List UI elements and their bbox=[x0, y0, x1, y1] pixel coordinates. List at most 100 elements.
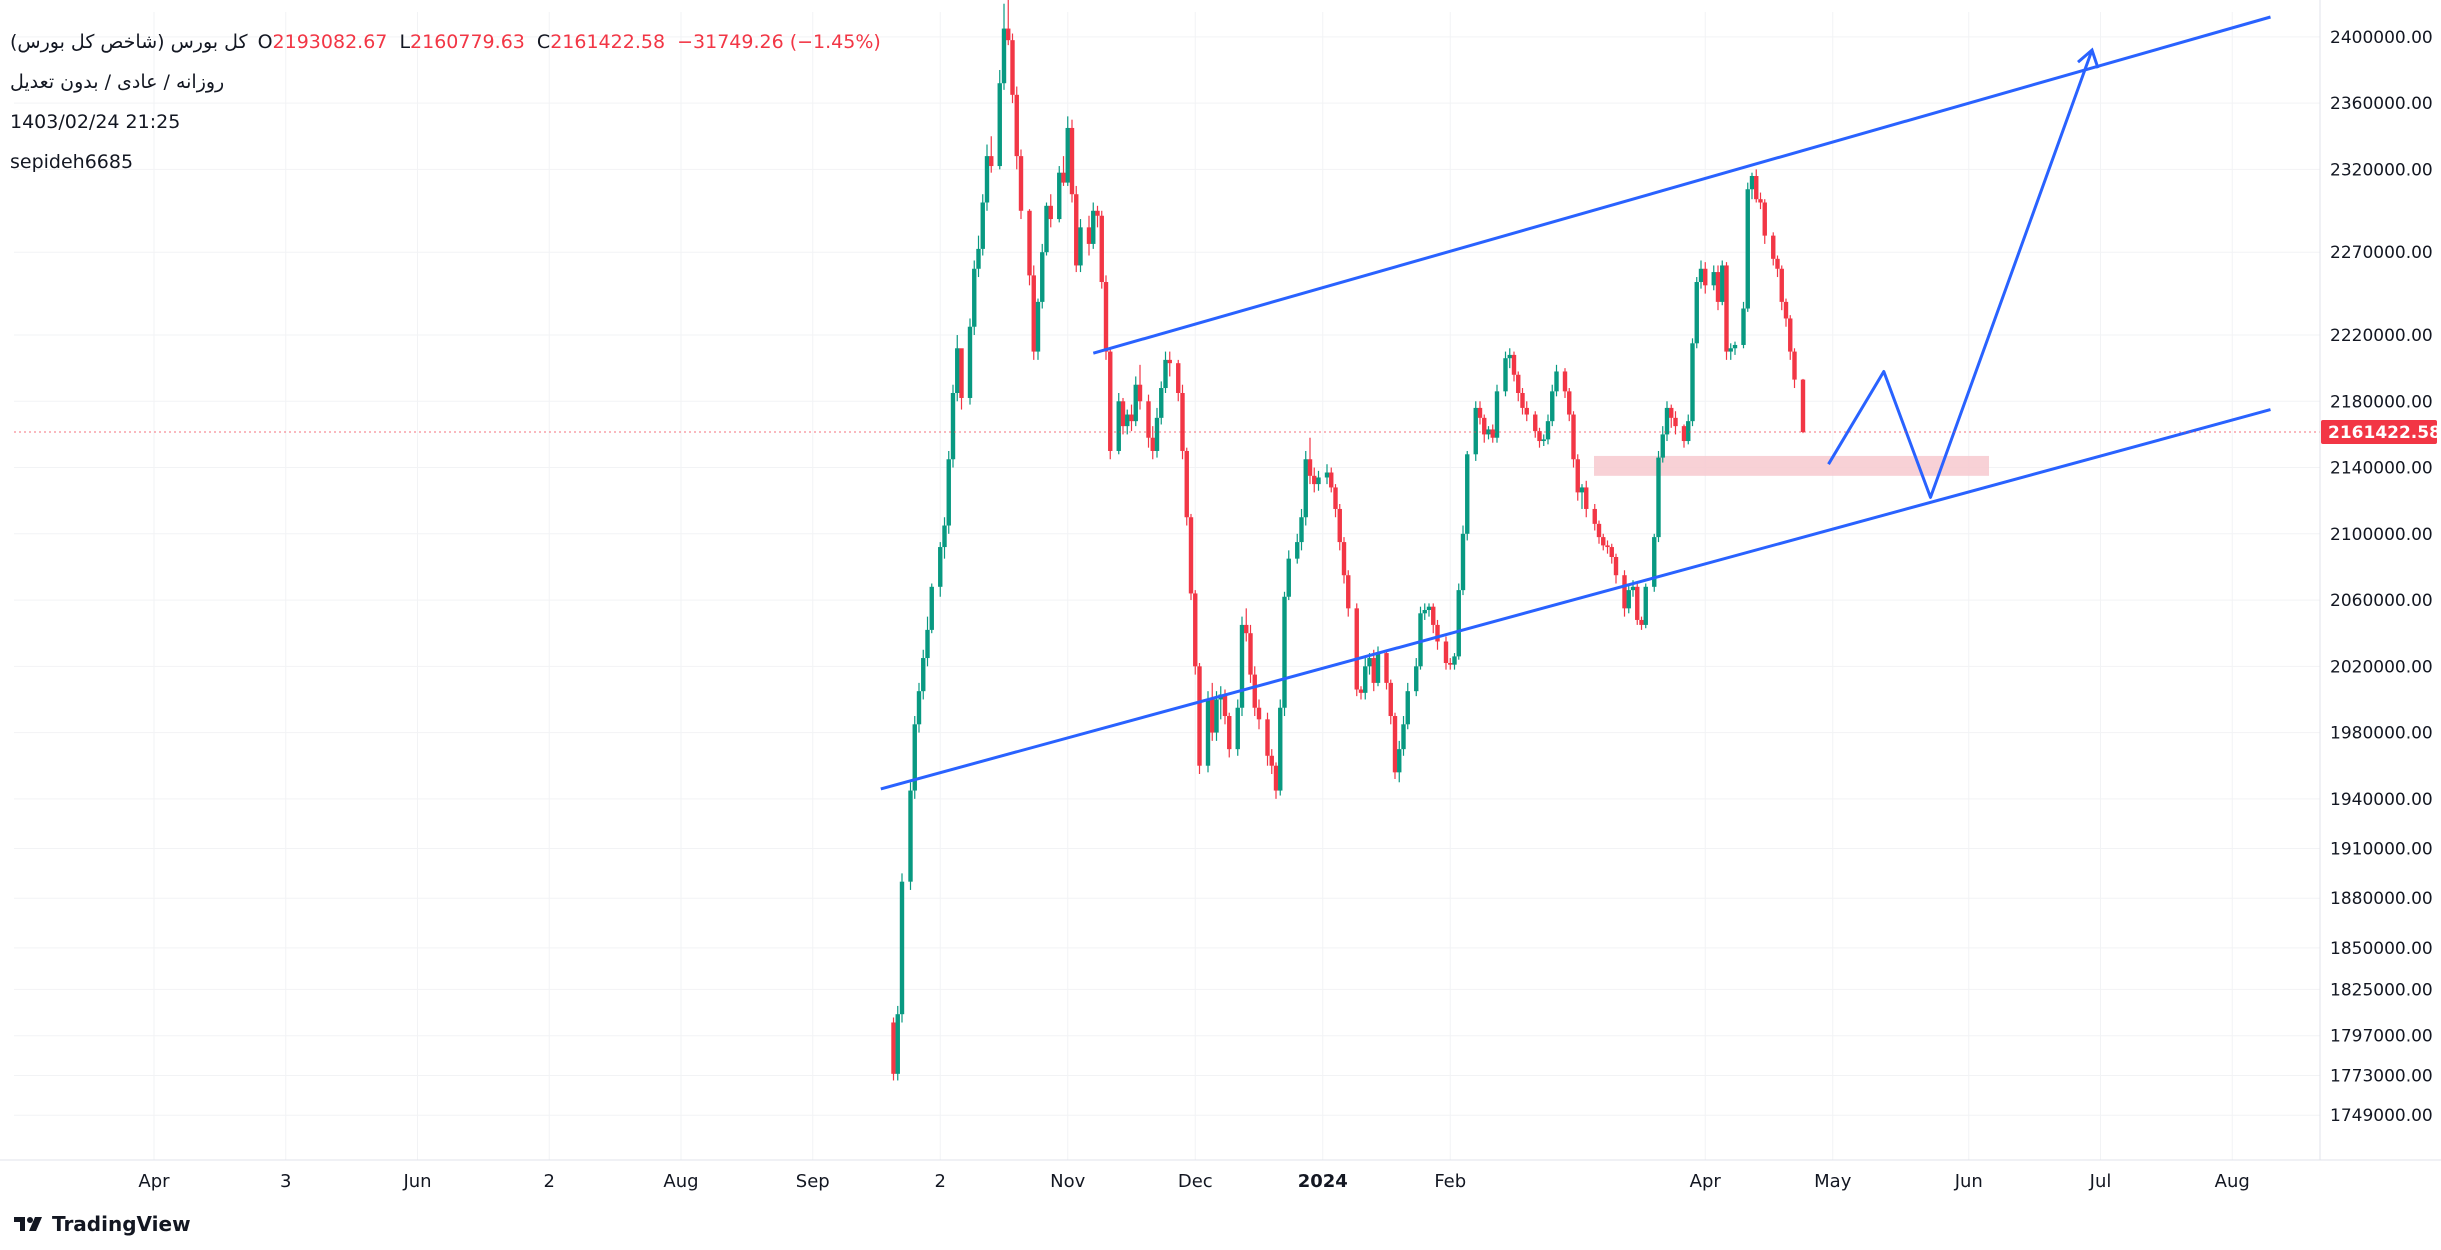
candle-body bbox=[1426, 606, 1432, 611]
candle-body bbox=[1562, 371, 1568, 392]
candle bbox=[1307, 437, 1313, 485]
candle bbox=[1507, 348, 1512, 369]
candle-body bbox=[1516, 374, 1521, 393]
candle-body bbox=[1754, 175, 1759, 200]
candle bbox=[1643, 583, 1648, 629]
candle bbox=[1061, 156, 1066, 186]
price-tick-label: 1940000.00 bbox=[2330, 790, 2433, 810]
candle bbox=[1057, 166, 1062, 223]
candle-body bbox=[938, 547, 943, 587]
candle bbox=[1758, 192, 1763, 210]
candle bbox=[1337, 503, 1342, 551]
candle-body bbox=[1329, 472, 1334, 488]
candle-body bbox=[1401, 724, 1406, 750]
candle bbox=[1401, 716, 1406, 756]
candle-body bbox=[1762, 202, 1767, 236]
candle bbox=[1159, 381, 1164, 425]
candle bbox=[1044, 202, 1049, 256]
candle-body bbox=[1120, 401, 1126, 427]
candle bbox=[1286, 550, 1291, 601]
time-axis: Apr 3 Jun 2 Aug Sep 2 Nov Dec 2024 Feb Apr May Jun Jul… bbox=[0, 1159, 2441, 1192]
candle-body bbox=[1095, 210, 1100, 216]
candle bbox=[1465, 450, 1470, 541]
candle bbox=[1575, 454, 1580, 501]
candle-body bbox=[916, 691, 922, 725]
price-tick-label: 1797000.00 bbox=[2330, 1027, 2433, 1047]
candle bbox=[1086, 215, 1092, 256]
candle-body bbox=[984, 156, 990, 203]
candle-body bbox=[1312, 475, 1317, 485]
candle bbox=[1694, 277, 1699, 349]
candle-body bbox=[1210, 699, 1215, 733]
price-tick-label: 1749000.00 bbox=[2330, 1106, 2433, 1126]
price-tick-label: 2320000.00 bbox=[2330, 160, 2433, 180]
candle bbox=[967, 318, 973, 405]
candle-body bbox=[1188, 517, 1194, 594]
candle-body bbox=[1494, 391, 1500, 438]
candle bbox=[950, 384, 956, 468]
candle bbox=[1783, 298, 1789, 327]
candle-body bbox=[1622, 575, 1627, 609]
support-zone-layer bbox=[1594, 455, 1989, 476]
price-tick-label: 1910000.00 bbox=[2330, 840, 2433, 860]
candle bbox=[1431, 603, 1436, 634]
candle bbox=[1239, 616, 1245, 717]
candle bbox=[1040, 243, 1045, 309]
candle-body bbox=[895, 1014, 900, 1074]
candle-body bbox=[925, 629, 930, 659]
candle bbox=[1184, 447, 1189, 526]
candle-body bbox=[1571, 414, 1576, 460]
candle-body bbox=[1414, 666, 1419, 692]
candle-body bbox=[1150, 437, 1155, 451]
candle-body bbox=[1244, 624, 1249, 634]
candle-body bbox=[1698, 268, 1704, 283]
candle bbox=[1541, 434, 1546, 447]
symbol-title[interactable]: کل بورس (شاخص کل بورس) bbox=[10, 31, 248, 53]
time-tick-label: Feb bbox=[1434, 1171, 1466, 1192]
candle-body bbox=[1596, 523, 1602, 538]
candle bbox=[1193, 590, 1198, 675]
candle-body bbox=[1792, 351, 1797, 380]
candle-body bbox=[1720, 265, 1725, 302]
candle-body bbox=[1405, 691, 1410, 725]
candle-body bbox=[1248, 633, 1253, 675]
tradingview-brand[interactable]: TradingView bbox=[14, 1212, 191, 1236]
candle bbox=[1477, 401, 1483, 425]
author-name[interactable]: sepideh6685 bbox=[10, 151, 134, 173]
candle-body bbox=[1482, 417, 1487, 435]
candle bbox=[1579, 484, 1585, 509]
candle-body bbox=[1626, 590, 1631, 609]
candle-body bbox=[1180, 393, 1185, 451]
candle-body bbox=[1074, 194, 1079, 266]
candle bbox=[1014, 86, 1019, 170]
candle bbox=[1001, 3, 1007, 90]
candle bbox=[1482, 414, 1487, 443]
candle-body bbox=[1214, 699, 1219, 733]
candle-body bbox=[1669, 407, 1674, 418]
price-tick-label: 2270000.00 bbox=[2330, 243, 2433, 263]
candle-body bbox=[1057, 172, 1062, 220]
candle bbox=[1622, 570, 1627, 617]
candle bbox=[1448, 658, 1453, 670]
candle bbox=[997, 69, 1002, 170]
candle bbox=[1303, 450, 1308, 526]
candle bbox=[1626, 583, 1631, 614]
candle bbox=[1108, 348, 1113, 460]
candle-body bbox=[1554, 371, 1559, 392]
candle-body bbox=[1006, 28, 1011, 41]
candle-body bbox=[1137, 384, 1143, 402]
candle bbox=[1048, 194, 1053, 228]
price-axis: 2400000.00 2360000.00 2320000.00 2270000.00… bbox=[2319, 0, 2433, 1160]
candle-body bbox=[1703, 268, 1708, 286]
candle-body bbox=[1775, 258, 1780, 269]
candle bbox=[1397, 740, 1402, 783]
candle-body bbox=[1316, 477, 1321, 485]
candle-body bbox=[1103, 282, 1109, 352]
price-tick-label: 1880000.00 bbox=[2330, 889, 2433, 909]
candle-body bbox=[1788, 318, 1793, 352]
candle bbox=[1669, 404, 1674, 428]
candle bbox=[1494, 384, 1500, 443]
candle bbox=[1520, 388, 1525, 415]
